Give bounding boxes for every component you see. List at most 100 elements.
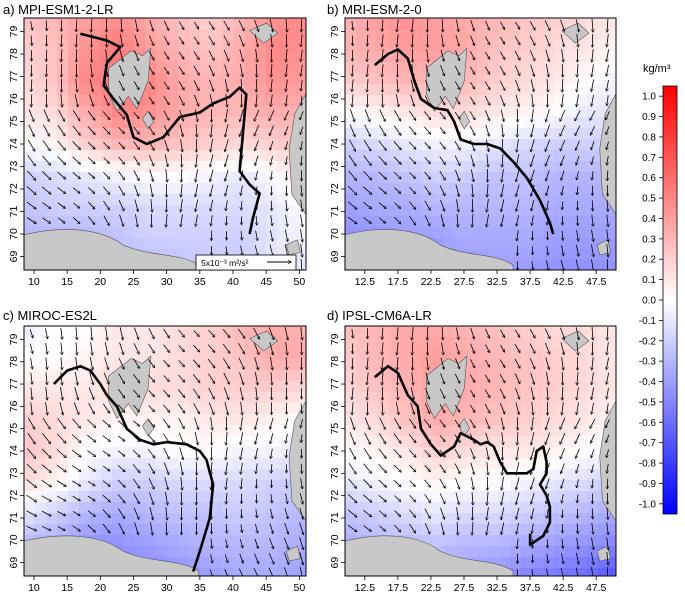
stress-vector: [547, 245, 548, 255]
stress-vector: [26, 186, 36, 194]
density-cell: [200, 568, 212, 576]
stress-vector: [606, 49, 609, 62]
stress-vector: [363, 155, 372, 166]
density-cell: [189, 40, 201, 52]
density-cell: [178, 183, 190, 195]
density-cell: [277, 73, 289, 85]
stress-vector: [72, 510, 80, 515]
novaya-zemlya: [288, 400, 306, 522]
density-cell: [433, 150, 445, 162]
stress-vector: [178, 80, 184, 90]
density-cell: [554, 117, 566, 129]
stress-vector: [427, 326, 428, 340]
density-cell: [521, 260, 533, 270]
density-cell: [356, 84, 368, 96]
density-cell: [288, 51, 300, 63]
stress-vector: [166, 214, 167, 227]
stress-vector: [28, 124, 35, 137]
stress-vector: [133, 358, 140, 369]
density-cell: [134, 183, 146, 195]
density-cell: [356, 62, 368, 74]
density-cell: [68, 95, 80, 107]
density-cell: [244, 403, 256, 415]
density-cell: [543, 359, 555, 371]
density-cell: [79, 502, 91, 514]
stress-vector: [544, 328, 550, 338]
density-cell: [609, 392, 616, 404]
stress-vector: [285, 418, 289, 429]
stress-vector: [439, 111, 445, 119]
stress-vector: [76, 34, 77, 47]
density-cell: [167, 194, 179, 206]
stress-vector: [223, 49, 229, 61]
stress-vector: [42, 217, 51, 223]
density-cell: [299, 51, 306, 63]
density-cell: [288, 84, 300, 96]
density-cell: [422, 106, 434, 118]
density-cell: [367, 326, 379, 338]
stress-vector: [562, 79, 563, 92]
density-cell: [609, 84, 616, 96]
density-cell: [178, 172, 190, 184]
stress-vector: [192, 359, 199, 367]
density-cell: [587, 568, 599, 576]
density-cell: [255, 40, 267, 52]
stress-vector: [382, 342, 383, 354]
density-cell: [200, 62, 212, 74]
density-cell: [477, 502, 489, 514]
scandinavia-coast: [345, 229, 514, 270]
density-cell: [233, 513, 245, 525]
density-cell: [233, 502, 245, 514]
stress-vector: [41, 495, 52, 502]
density-cell: [565, 348, 577, 360]
density-cell: [277, 359, 289, 371]
stress-vector: [439, 127, 445, 133]
density-cell: [112, 447, 124, 459]
density-cell: [167, 414, 179, 426]
density-cell: [35, 183, 47, 195]
density-cell: [189, 51, 201, 63]
density-cell: [24, 436, 36, 448]
stress-vector: [352, 94, 353, 106]
density-cell: [345, 128, 357, 140]
density-cell: [378, 425, 390, 437]
stress-vector: [412, 19, 413, 32]
density-cell: [57, 29, 69, 41]
density-cell: [266, 458, 278, 470]
x-tick-label: 45: [260, 582, 272, 594]
stress-vector: [90, 64, 93, 77]
density-cell: [532, 205, 544, 217]
density-cell: [510, 249, 522, 261]
stress-vector: [285, 125, 289, 135]
density-cell: [266, 161, 278, 173]
density-cell: [68, 337, 80, 349]
stress-vector: [363, 201, 371, 208]
density-cell: [24, 29, 36, 41]
density-cell: [576, 40, 588, 52]
density-cell: [123, 524, 135, 536]
density-cell: [422, 414, 434, 426]
stress-vector: [226, 215, 227, 225]
density-cell: [35, 359, 47, 371]
stress-vector: [87, 465, 96, 471]
density-cell: [35, 40, 47, 52]
stress-vector: [87, 126, 95, 134]
density-cell: [477, 238, 489, 250]
density-cell: [609, 337, 616, 349]
density-cell: [200, 106, 212, 118]
density-cell: [444, 458, 456, 470]
stress-vector: [163, 344, 170, 353]
density-cell: [145, 403, 157, 415]
density-cell: [411, 469, 423, 481]
stress-vector: [562, 185, 564, 195]
density-cell: [455, 238, 467, 250]
density-cell: [389, 51, 401, 63]
density-cell: [488, 370, 500, 382]
density-cell: [288, 216, 300, 228]
stress-vector: [484, 95, 490, 105]
stress-vector: [181, 168, 182, 182]
density-cell: [178, 139, 190, 151]
stress-vector: [456, 327, 458, 340]
density-cell: [112, 216, 124, 228]
stress-vector: [61, 342, 62, 355]
